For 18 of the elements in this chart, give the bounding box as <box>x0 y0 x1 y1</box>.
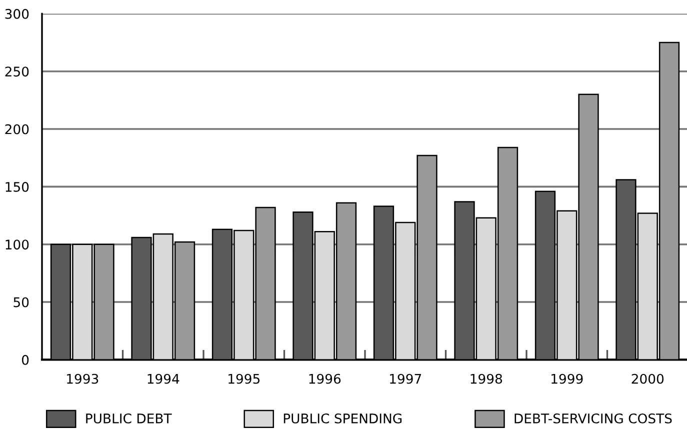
y-tick-label: 0 <box>22 354 29 365</box>
x-tick-label: 1993 <box>67 374 98 384</box>
x-tick-label: 1999 <box>552 374 583 384</box>
x-tick-label: 1998 <box>470 374 502 384</box>
x-tick-label: 2000 <box>632 374 664 384</box>
legend-label: PUBLIC DEBT <box>86 413 172 424</box>
x-tick-label: 1995 <box>228 374 260 384</box>
y-tick-label: 150 <box>6 182 29 192</box>
legend-label: PUBLIC SPENDING <box>284 413 402 424</box>
y-tick-label: 250 <box>5 66 29 77</box>
y-tick-label: 50 <box>14 297 29 308</box>
x-tick-label: 1994 <box>148 374 180 384</box>
y-tick-label: 100 <box>6 240 29 250</box>
y-tick-label: 200 <box>5 124 29 134</box>
y-tick-label: 300 <box>5 8 29 19</box>
legend-label: DEBT-SERVICING COSTS <box>514 413 672 424</box>
x-tick-label: 1996 <box>309 374 341 384</box>
x-tick-label: 1997 <box>390 374 422 384</box>
